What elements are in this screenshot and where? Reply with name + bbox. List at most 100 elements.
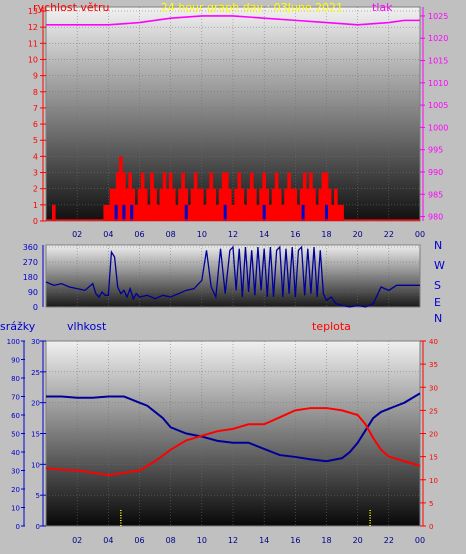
rain-tick-label: 30 [11, 468, 20, 476]
wind-bar [253, 188, 257, 221]
wind-bar [125, 188, 129, 221]
wind-bar [200, 188, 204, 221]
humidity-tick-label: 5 [36, 492, 40, 500]
wind-bar [206, 188, 210, 221]
wind-x-tick-label: 06 [134, 230, 144, 239]
temperature-tick-label: 0 [429, 523, 433, 531]
temperature-tick-label: 25 [429, 407, 438, 415]
wind-bar [178, 188, 182, 221]
humidity-x-tick-label: 20 [353, 536, 363, 545]
wind-x-tick-label: 12 [228, 230, 238, 239]
wind-bar [103, 204, 108, 221]
direction-line [45, 245, 420, 308]
rain-axis-title: srážky [0, 320, 36, 333]
direction-compass-label: N [434, 239, 442, 252]
wind-avg-bar [122, 204, 126, 221]
temperature-tick-label: 35 [429, 361, 438, 369]
pressure-tick-label: 1005 [428, 101, 448, 110]
humidity-x-tick-label: 12 [228, 536, 238, 545]
humidity-x-tick-label: 04 [103, 536, 113, 545]
wind-bar [312, 188, 316, 221]
wind-tick-label: 6 [33, 120, 38, 129]
wind-tick-label: 4 [33, 152, 38, 161]
wind-axis-title: rychlost větru [33, 1, 109, 14]
wind-bar [168, 172, 173, 221]
wind-bar [153, 188, 157, 221]
pressure-line [46, 15, 420, 26]
wind-tick-label: 3 [33, 169, 38, 178]
humidity-gridlines [46, 340, 421, 527]
direction-compass-label: E [434, 296, 441, 309]
wind-x-tick-label: 04 [103, 230, 113, 239]
wind-bar [256, 204, 260, 221]
wind-pressure-chart: 0123456789101112139809859909951000100510… [28, 1, 449, 239]
rain-tick-label: 0 [16, 523, 20, 531]
pressure-tick-label: 995 [428, 146, 443, 155]
wind-bar [237, 172, 242, 221]
humidity-tick-label: 20 [31, 400, 40, 408]
wind-bar [203, 204, 207, 221]
wind-bar [231, 204, 235, 221]
direction-tick-label: 90 [28, 288, 38, 297]
wind-x-tick-label: 10 [197, 230, 207, 239]
rain-tick-label: 60 [11, 412, 20, 420]
wind-tick-label: 13 [28, 7, 38, 16]
rain-tick-label: 20 [11, 486, 20, 494]
wind-bar [143, 188, 148, 221]
humidity-x-tick-label: 02 [72, 536, 82, 545]
rain-tick-label: 40 [11, 449, 20, 457]
wind-bar [240, 188, 245, 221]
wind-bar [274, 172, 279, 221]
wind-bar [159, 188, 164, 221]
wind-bar [181, 172, 185, 221]
wind-bar [221, 172, 226, 221]
wind-bar [296, 204, 301, 221]
wind-bar [321, 172, 326, 221]
humidity-line [46, 392, 421, 463]
humidity-axes: 0102030405060708090100051015202530051015… [7, 338, 438, 545]
wind-bar [134, 204, 139, 221]
wind-bar [327, 188, 332, 221]
wind-tick-label: 9 [33, 72, 38, 81]
pressure-tick-label: 1020 [428, 34, 448, 43]
temperature-tick-label: 5 [429, 500, 433, 508]
temperature-line [45, 407, 421, 477]
temperature-tick-label: 15 [429, 454, 438, 462]
wind-bar [175, 204, 179, 221]
wind-plot-area [45, 6, 421, 222]
wind-bar [318, 188, 323, 221]
wind-tick-label: 10 [28, 55, 38, 64]
wind-bar [218, 188, 223, 221]
wind-bar [156, 204, 160, 221]
humidity-x-tick-label: 08 [166, 536, 176, 545]
wind-bar [246, 188, 251, 221]
humidity-tick-label: 10 [31, 461, 40, 469]
wind-bar [302, 172, 307, 221]
wind-bar [196, 188, 201, 221]
direction-series [45, 245, 420, 308]
wind-bar [234, 188, 238, 221]
wind-bar [137, 188, 142, 221]
pressure-tick-label: 990 [428, 168, 443, 177]
wind-avg-bar [301, 204, 305, 221]
wind-bar [190, 188, 195, 221]
temperature-tick-label: 20 [429, 431, 438, 439]
wind-tick-label: 11 [28, 39, 38, 48]
wind-bar [277, 188, 282, 221]
wind-bar [122, 172, 126, 221]
wind-bar [243, 204, 248, 221]
wind-bar [228, 188, 232, 221]
wind-tick-label: 8 [33, 88, 38, 97]
wind-bar [209, 172, 213, 221]
humidity-tick-label: 0 [36, 523, 40, 531]
wind-bar [340, 204, 344, 221]
wind-bar [324, 172, 329, 221]
rain-tick-label: 70 [11, 394, 20, 402]
rain-tick-label: 100 [7, 338, 20, 346]
wind-bar [112, 188, 117, 221]
wind-bar [315, 204, 319, 221]
wind-bar [193, 172, 198, 221]
wind-bar [224, 172, 229, 221]
wind-bar [131, 188, 136, 221]
wind-bar [162, 172, 167, 221]
